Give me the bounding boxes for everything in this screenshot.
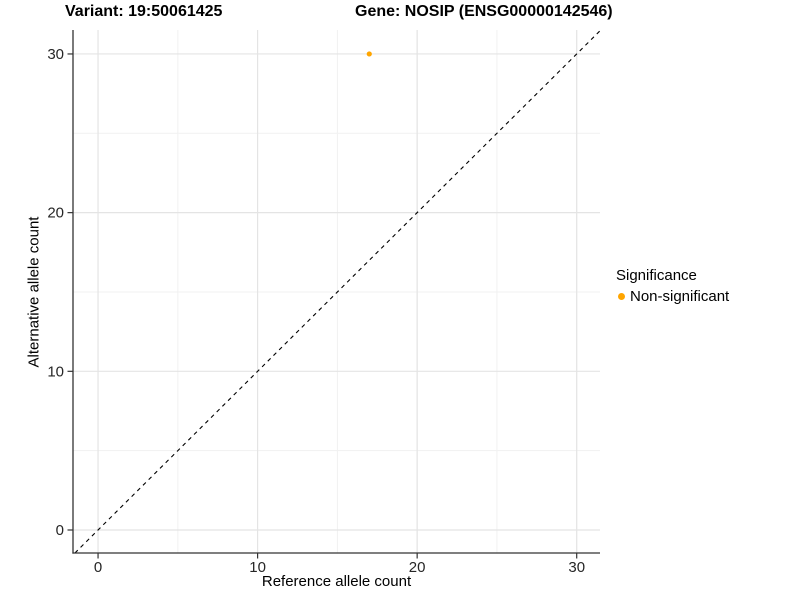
y-axis-title: Alternative allele count [25,216,43,368]
non-significant-dot-icon [618,293,625,300]
legend: Significance Non-significant [616,266,729,305]
y-tick-label: 20 [47,205,64,222]
x-tick-label: 20 [409,559,426,576]
legend-title: Significance [616,267,697,284]
data-point [366,51,372,57]
x-tick-label: 0 [94,559,102,576]
x-tick-label: 10 [249,559,266,576]
y-tick-label: 10 [47,363,64,380]
gene-title: Gene: NOSIP (ENSG00000142546) [355,3,613,20]
y-tick-label: 0 [56,522,64,539]
legend-entry-label: Non-significant [630,288,730,305]
identity-dashed-line [74,30,601,554]
legend-entry: Non-significant [616,288,729,305]
y-tick-label: 30 [47,46,64,63]
variant-title: Variant: 19:50061425 [65,3,223,20]
x-tick-label: 30 [568,559,585,576]
x-axis-title: Reference allele count [261,573,412,590]
